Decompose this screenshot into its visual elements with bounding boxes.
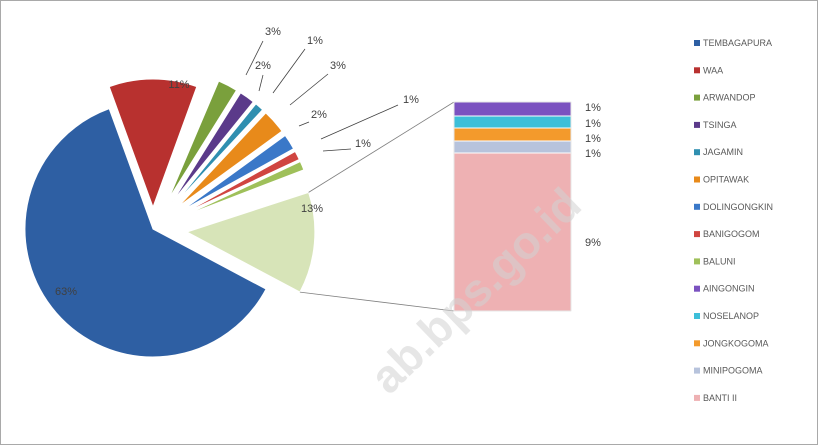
legend-label-minipogoma: MINIPOGOMA	[703, 366, 763, 376]
legend-label-noselanop: NOSELANOP	[703, 311, 759, 321]
legend-swatch-minipogoma	[694, 367, 700, 374]
data-label-arwandop: 3%	[265, 26, 281, 38]
legend-label-tsinga: TSINGA	[703, 120, 737, 130]
data-label-banigogom: 1%	[403, 94, 419, 106]
leader-line-tsinga	[258, 74, 264, 92]
pie-slice-banigogom	[183, 150, 300, 215]
legend-swatch-baluni	[694, 258, 700, 265]
pie-slice-opitawak	[178, 112, 283, 207]
legend-swatch-opitawak	[694, 176, 700, 183]
bar-segment-minipogoma	[453, 140, 572, 154]
pie-slice-baluni	[184, 160, 305, 217]
legend-swatch-aingongin	[694, 285, 700, 292]
legend-label-jongkogoma: JONGKOGOMA	[703, 338, 769, 348]
leader-line-opitawak	[289, 73, 329, 106]
pie-slice-waa	[108, 78, 198, 209]
leader-line-dolingongkin	[298, 121, 310, 127]
pie-slice-dolingongkin	[181, 134, 295, 212]
legend-label-jagamin: JAGAMIN	[703, 147, 743, 157]
legend-label-tembagapura: TEMBAGAPURA	[703, 38, 772, 48]
bar-label-noselanop: 1%	[585, 118, 601, 130]
data-label-tsinga: 2%	[255, 60, 271, 72]
bar-segment-aingongin	[453, 101, 572, 117]
legend-swatch-waa	[694, 67, 700, 74]
leader-line-arwandop	[245, 40, 264, 76]
legend-label-dolingongkin: DOLINGONGKIN	[703, 202, 773, 212]
legend-label-banigogom: BANIGOGOM	[703, 229, 760, 239]
legend-label-waa: WAA	[703, 65, 723, 75]
connector-lines	[299, 101, 455, 312]
legend-label-opitawak: OPITAWAK	[703, 175, 749, 185]
data-label-opitawak: 3%	[330, 60, 346, 72]
legend-swatch-banigogom	[694, 231, 700, 238]
bar-label-banti-ii: 9%	[585, 237, 601, 249]
leader-line-baluni	[322, 148, 352, 152]
connector-line-bottom	[299, 291, 455, 312]
leader-line-jagamin	[272, 48, 306, 94]
data-labels: 63% 11% 3% 2% 1% 3% 2% 1% 1% 13% 1% 1% 1% 1% 9%	[55, 26, 601, 298]
bar-label-minipogoma: 1%	[585, 148, 601, 160]
data-label-tembagapura: 63%	[55, 286, 77, 298]
pie-slice-tembagapura	[24, 108, 267, 358]
data-label-jagamin: 1%	[307, 35, 323, 47]
bar-label-aingongin: 1%	[585, 102, 601, 114]
legend: TEMBAGAPURA WAA ARWANDOP TSINGA JAGAMIN OPITA…	[694, 38, 773, 403]
pie-slice-tsinga	[172, 92, 255, 202]
pie-slice-jagamin	[174, 103, 264, 204]
bar-segment-jongkogoma	[453, 127, 572, 142]
bar-segment-noselanop	[453, 115, 572, 129]
bar-outline	[453, 101, 572, 312]
legend-swatch-arwandop	[694, 94, 700, 101]
legend-swatch-jongkogoma	[694, 340, 700, 347]
leader-line-banigogom	[320, 104, 399, 140]
data-label-other: 13%	[301, 203, 323, 215]
legend-swatch-tembagapura	[694, 40, 700, 46]
bar-label-jongkogoma: 1%	[585, 133, 601, 145]
legend-swatch-dolingongkin	[694, 203, 700, 210]
pie-layer	[24, 78, 316, 358]
data-label-baluni: 1%	[355, 138, 371, 150]
legend-label-arwandop: ARWANDOP	[703, 93, 756, 103]
legend-label-banti-ii: BANTI II	[703, 393, 737, 403]
legend-label-baluni: BALUNI	[703, 256, 736, 266]
legend-swatch-tsinga	[694, 121, 700, 128]
connector-line-top	[308, 101, 455, 193]
data-label-waa: 11%	[168, 79, 189, 91]
secondary-stacked-bar	[453, 101, 572, 312]
legend-swatch-jagamin	[694, 149, 700, 156]
leader-lines	[245, 40, 399, 152]
pie-slice-arwandop	[168, 80, 238, 200]
legend-label-aingongin: AINGONGIN	[703, 284, 755, 294]
data-label-dolingongkin: 2%	[311, 109, 327, 121]
pie-slice-other	[185, 191, 316, 293]
legend-swatch-noselanop	[694, 313, 700, 319]
legend-swatch-banti-ii	[694, 394, 700, 401]
